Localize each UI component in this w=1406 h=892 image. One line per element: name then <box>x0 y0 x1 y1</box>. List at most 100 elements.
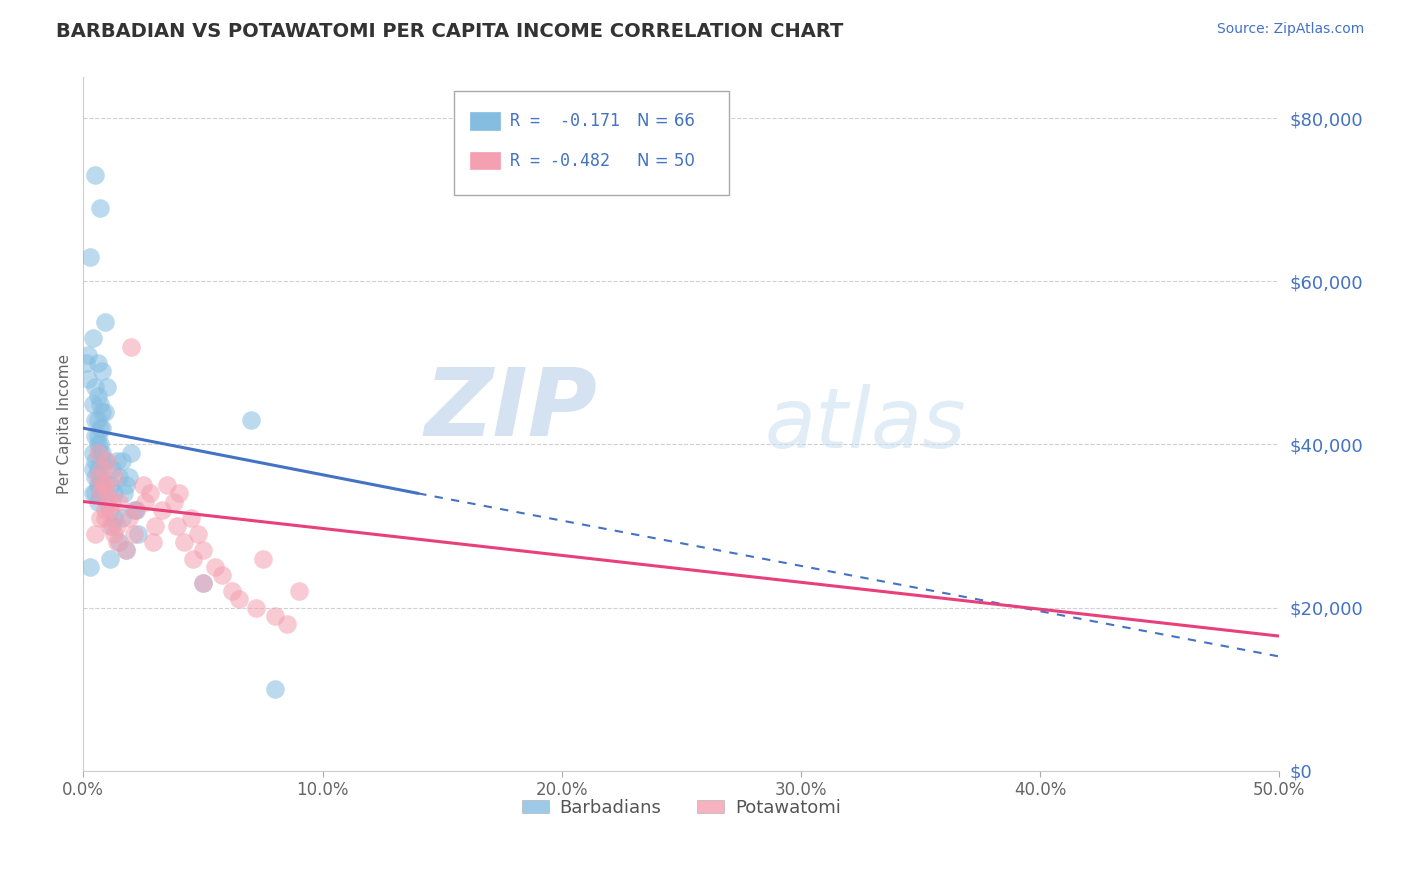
Point <box>89 486 111 500</box>
Point <box>163 494 186 508</box>
Point <box>139 486 162 500</box>
Point <box>96 380 118 394</box>
Point <box>204 559 226 574</box>
Point <box>94 405 117 419</box>
Point <box>91 478 114 492</box>
Point <box>94 478 117 492</box>
Point <box>101 462 124 476</box>
Point <box>84 169 107 183</box>
Point <box>150 502 173 516</box>
Point <box>263 682 285 697</box>
Text: R = -0.482: R = -0.482 <box>510 152 610 169</box>
Point <box>77 348 100 362</box>
Point <box>143 519 166 533</box>
Text: ZIP: ZIP <box>425 364 598 456</box>
Text: R =  -0.171: R = -0.171 <box>510 112 620 130</box>
Point <box>103 470 125 484</box>
Point <box>86 429 108 443</box>
Point <box>142 535 165 549</box>
Legend: Barbadians, Potawatomi: Barbadians, Potawatomi <box>515 791 848 824</box>
Text: atlas: atlas <box>765 384 967 465</box>
Point <box>91 478 114 492</box>
Point <box>75 356 97 370</box>
Point <box>101 519 124 533</box>
Point <box>287 584 309 599</box>
Point <box>108 494 131 508</box>
Point <box>167 486 190 500</box>
Point <box>108 470 131 484</box>
Point <box>103 511 125 525</box>
Point <box>94 502 117 516</box>
Text: BARBADIAN VS POTAWATOMI PER CAPITA INCOME CORRELATION CHART: BARBADIAN VS POTAWATOMI PER CAPITA INCOM… <box>56 22 844 41</box>
Point <box>82 486 104 500</box>
Point <box>122 527 145 541</box>
Point <box>98 551 121 566</box>
Point <box>252 551 274 566</box>
Point <box>86 470 108 484</box>
Point <box>91 445 114 459</box>
Point <box>86 445 108 459</box>
Point <box>98 478 121 492</box>
Point <box>91 405 114 419</box>
Point <box>84 429 107 443</box>
Point <box>89 437 111 451</box>
Point <box>134 494 156 508</box>
Point <box>108 535 131 549</box>
Point <box>115 543 138 558</box>
Point <box>82 462 104 476</box>
Point <box>89 445 111 459</box>
Point <box>89 470 111 484</box>
Point <box>118 470 141 484</box>
Point <box>211 568 233 582</box>
Point <box>132 478 155 492</box>
Point <box>122 502 145 516</box>
Y-axis label: Per Capita Income: Per Capita Income <box>58 354 72 494</box>
Text: N = 50: N = 50 <box>637 152 695 169</box>
Point <box>89 397 111 411</box>
Point <box>86 388 108 402</box>
Point <box>89 478 111 492</box>
Point <box>84 486 107 500</box>
Point <box>105 454 128 468</box>
Point <box>180 511 202 525</box>
Point <box>86 494 108 508</box>
Point <box>86 356 108 370</box>
Point <box>82 445 104 459</box>
Text: N = 66: N = 66 <box>637 112 695 130</box>
Point <box>84 527 107 541</box>
Point <box>98 502 121 516</box>
Point <box>239 413 262 427</box>
Point <box>86 437 108 451</box>
Bar <box>470 152 499 169</box>
Point <box>183 551 205 566</box>
Point <box>79 559 101 574</box>
Point <box>110 454 132 468</box>
Point <box>125 502 148 516</box>
Point <box>84 454 107 468</box>
Point <box>263 608 285 623</box>
Point <box>101 494 124 508</box>
Point <box>94 315 117 329</box>
Point <box>84 470 107 484</box>
Point <box>89 486 111 500</box>
Point <box>94 511 117 525</box>
FancyBboxPatch shape <box>454 91 730 195</box>
Point <box>245 600 267 615</box>
Point <box>82 331 104 345</box>
Point <box>91 421 114 435</box>
Point <box>84 380 107 394</box>
Point <box>125 502 148 516</box>
Point <box>191 543 214 558</box>
Point <box>105 519 128 533</box>
Text: Source: ZipAtlas.com: Source: ZipAtlas.com <box>1216 22 1364 37</box>
Point <box>115 478 138 492</box>
Bar <box>470 112 499 129</box>
Point <box>77 372 100 386</box>
Point <box>120 340 142 354</box>
Point <box>89 421 111 435</box>
Point <box>118 511 141 525</box>
Point <box>105 535 128 549</box>
Point <box>120 445 142 459</box>
Point <box>191 576 214 591</box>
Point <box>82 397 104 411</box>
